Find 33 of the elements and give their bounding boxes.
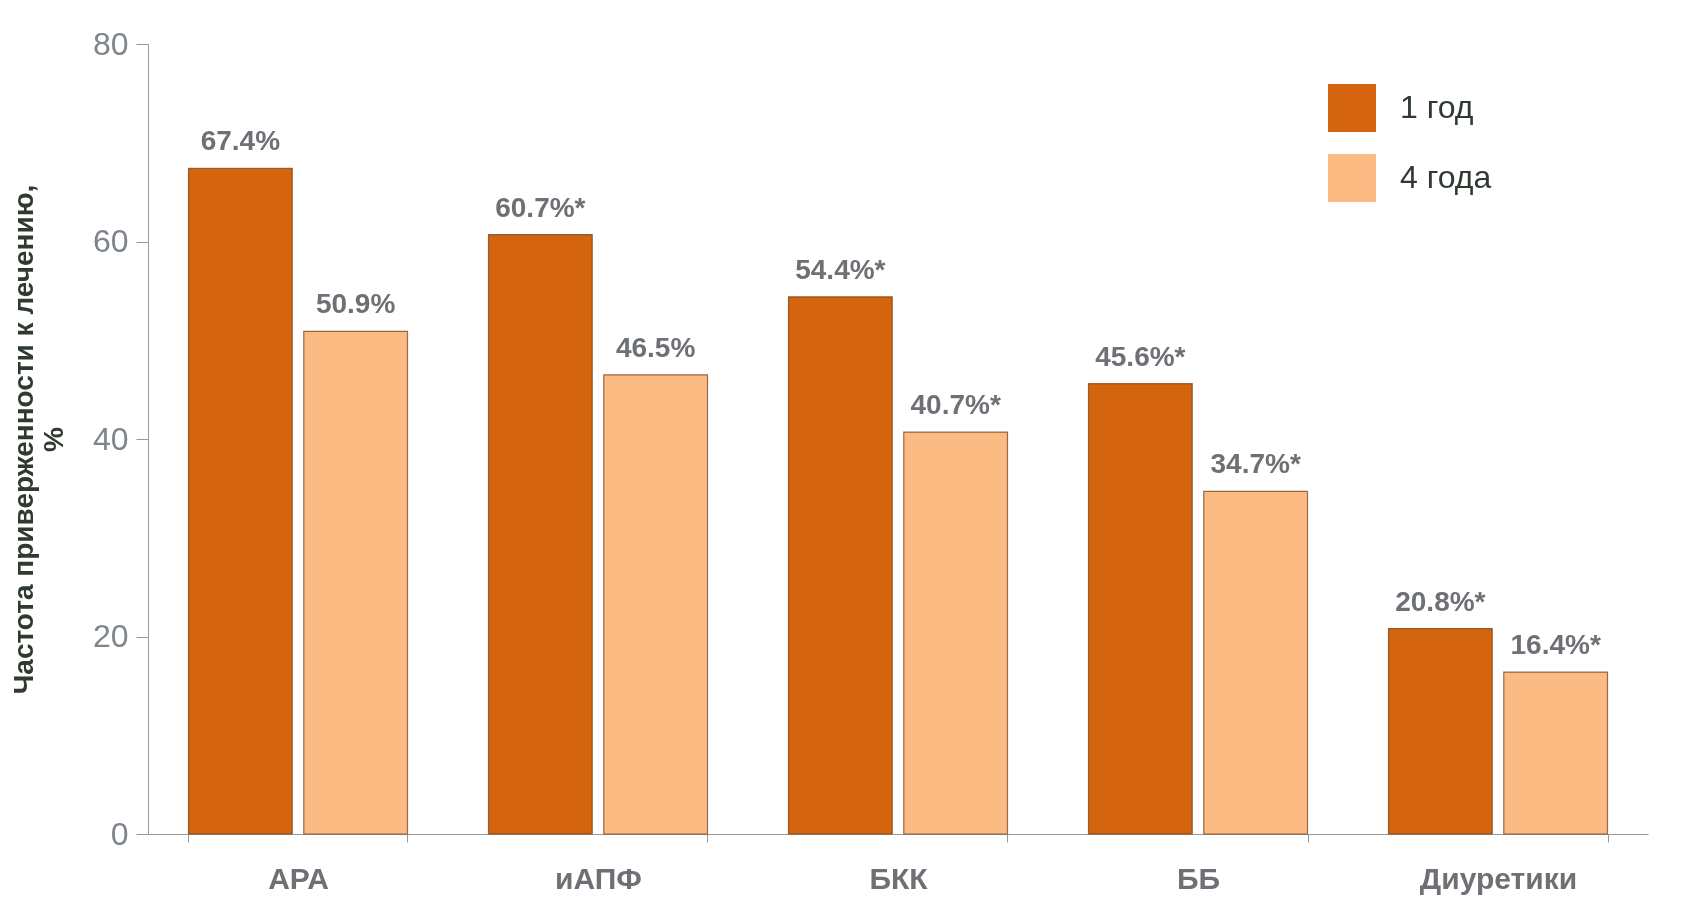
x-tick-label: АРА <box>268 861 329 895</box>
bar <box>1387 628 1493 835</box>
bar <box>303 330 409 835</box>
data-label: 20.8%* <box>1395 585 1486 617</box>
y-tick-label: 80 <box>92 25 129 62</box>
y-tick-label: 60 <box>92 223 129 259</box>
data-label: 34.7%* <box>1210 448 1301 480</box>
legend-label: 1 год <box>1400 89 1474 125</box>
y-tick-label: 0 <box>110 815 129 852</box>
data-label: 45.6%* <box>1095 340 1186 372</box>
y-axis-title: Частота приверженности к лечению, % <box>7 184 69 695</box>
data-label: 40.7%* <box>910 389 1001 421</box>
x-tick-label: иАПФ <box>555 861 642 895</box>
bar <box>1087 383 1193 835</box>
x-tick-label: Диуретики <box>1419 861 1578 895</box>
data-label: 54.4%* <box>795 253 886 285</box>
data-label: 16.4%* <box>1510 629 1601 661</box>
data-label: 46.5% <box>615 331 696 363</box>
x-tick-label: ББ <box>1176 861 1221 895</box>
data-label: 60.7%* <box>495 191 586 223</box>
bar <box>903 431 1009 835</box>
y-tick-label: 40 <box>92 420 129 457</box>
x-tick-label: БКК <box>869 861 929 895</box>
bar <box>1203 490 1309 835</box>
bar <box>1503 671 1609 835</box>
data-label: 50.9% <box>315 288 396 320</box>
y-tick-label: 20 <box>92 618 129 654</box>
bar <box>787 296 893 835</box>
data-label: 67.4% <box>200 125 281 157</box>
bar <box>603 374 709 835</box>
bar <box>487 233 593 835</box>
legend-label: 4 года <box>1400 159 1492 195</box>
bar <box>187 167 293 835</box>
